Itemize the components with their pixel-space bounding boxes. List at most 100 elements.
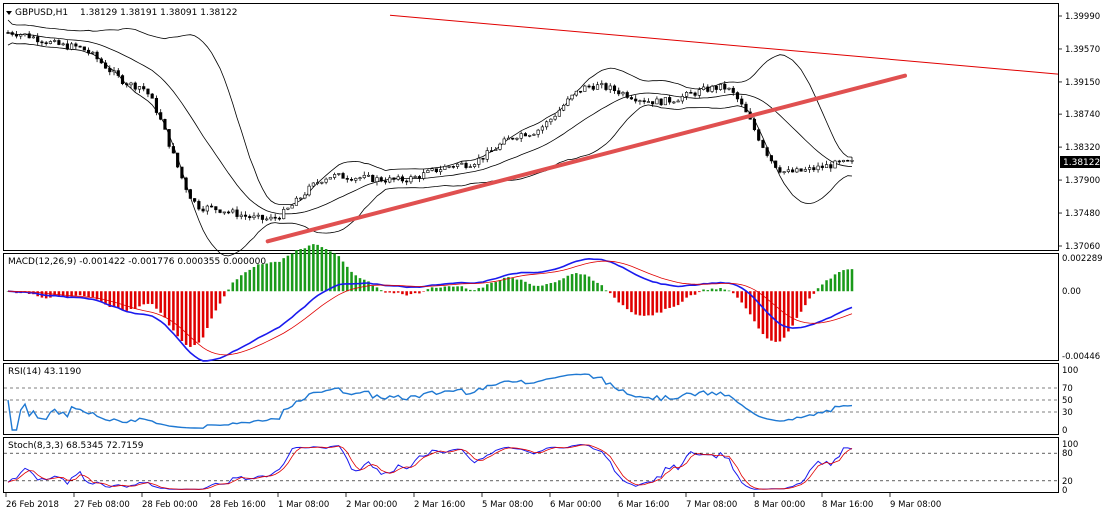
macd-histogram-bar	[231, 282, 235, 292]
candle-body	[689, 92, 693, 94]
rsi-header: RSI(14) 43.1190	[8, 367, 81, 377]
macd-histogram-bar	[435, 287, 438, 292]
candle-body	[61, 43, 65, 46]
trendline-support	[265, 73, 907, 244]
candle-body	[146, 88, 150, 95]
candle-body	[668, 97, 672, 103]
candle-body	[337, 173, 341, 175]
price-tick-label: 1.39990	[1065, 12, 1100, 22]
macd-histogram-bar	[146, 291, 150, 304]
macd-histogram-bar	[100, 291, 103, 302]
rsi-tick-label: 50	[1062, 396, 1073, 406]
candle-body	[439, 169, 443, 173]
macd-histogram-bar	[138, 291, 141, 307]
macd-histogram-bar	[265, 263, 268, 292]
macd-signal-line	[7, 260, 853, 356]
time-tick-label: 27 Feb 08:00	[74, 500, 130, 510]
dropdown-arrow-icon[interactable]	[6, 11, 12, 15]
macd-histogram-bar	[320, 247, 324, 292]
macd-histogram-bar	[553, 282, 557, 292]
macd-histogram-bar	[180, 291, 184, 341]
macd-header: MACD(12,26,9) -0.001422 -0.001776 0.0003…	[8, 257, 266, 267]
candle-body	[282, 208, 286, 220]
candle-body	[99, 58, 103, 64]
macd-histogram-bar	[630, 291, 633, 313]
macd-histogram-bar	[821, 284, 824, 292]
stoch-series	[4, 443, 1058, 490]
candle-body	[294, 197, 298, 206]
macd-histogram-bar	[744, 291, 748, 309]
candle-body	[536, 129, 540, 135]
time-tick-label: 5 Mar 08:00	[482, 500, 533, 510]
stoch-header: Stoch(8,3,3) 68.5345 72.7159	[8, 441, 144, 451]
macd-histogram-bar	[524, 281, 527, 292]
candle-body	[502, 138, 506, 145]
macd-histogram-bar	[392, 291, 396, 294]
macd-histogram-bar	[248, 269, 252, 292]
candle-body	[545, 121, 549, 128]
macd-tick-label: 0.002289	[1062, 254, 1103, 264]
candle-body	[472, 164, 477, 167]
macd-histogram-bar	[668, 291, 671, 308]
candle-body	[256, 214, 260, 217]
candle-body	[48, 41, 52, 44]
candle-body	[193, 198, 197, 202]
candle-body	[137, 86, 142, 90]
macd-histogram-bar	[592, 280, 595, 292]
candle-body	[506, 137, 511, 140]
candle-body	[36, 36, 40, 43]
candle-body	[846, 159, 850, 162]
macd-histogram-bar	[346, 266, 349, 292]
candle-body	[523, 133, 527, 137]
macd-histogram-bar	[362, 279, 366, 292]
candle-body	[405, 180, 409, 183]
candle-body	[693, 92, 697, 96]
rsi-tick-label: 30	[1062, 408, 1073, 418]
candle-body	[761, 139, 765, 148]
candle-body	[642, 100, 646, 103]
candle-body	[455, 163, 460, 167]
candle-body	[426, 170, 430, 173]
candle-body	[6, 32, 10, 34]
macd-histogram-bar	[736, 291, 739, 298]
candle-body	[443, 166, 447, 170]
candle-body	[226, 211, 231, 214]
macd-histogram-bar	[477, 288, 481, 292]
price-tick-label: 1.39150	[1065, 78, 1100, 88]
macd-histogram-bar	[519, 279, 523, 292]
candle-body	[180, 166, 184, 179]
macd-histogram-bar	[210, 291, 213, 319]
macd-histogram-bar	[570, 274, 574, 292]
macd-histogram-bar	[235, 279, 239, 292]
candle-body	[600, 83, 604, 86]
candle-body	[23, 33, 27, 36]
macd-histogram-bar	[566, 275, 570, 292]
rsi-line	[7, 373, 853, 431]
candle-body	[290, 205, 294, 209]
candle-body	[388, 177, 392, 183]
candle-body	[299, 197, 303, 200]
price-tick-label: 1.38320	[1065, 143, 1100, 153]
candle-body	[392, 177, 396, 180]
macd-histogram-bar	[269, 262, 273, 292]
macd-histogram-bar	[587, 276, 591, 292]
candle-body	[591, 85, 595, 90]
rsi-tick-label: 70	[1062, 384, 1073, 394]
macd-histogram-bar	[456, 286, 459, 292]
macd-histogram-bar	[579, 274, 582, 292]
macd-histogram-bar	[638, 291, 642, 316]
candle-body	[803, 169, 807, 172]
candle-body	[231, 209, 235, 213]
time-tick-label: 6 Mar 16:00	[618, 500, 669, 510]
candle-body	[400, 176, 405, 182]
candle-body	[260, 214, 265, 220]
candle-body	[214, 206, 218, 211]
macd-histogram-bar	[664, 291, 667, 309]
candle-body	[341, 173, 345, 179]
macd-histogram-bar	[757, 291, 760, 329]
macd-histogram-bar	[184, 291, 188, 345]
candle-body	[375, 177, 379, 183]
candle-body	[829, 164, 833, 169]
stoch-signal-line	[7, 444, 853, 490]
macd-histogram-bar	[473, 290, 476, 292]
